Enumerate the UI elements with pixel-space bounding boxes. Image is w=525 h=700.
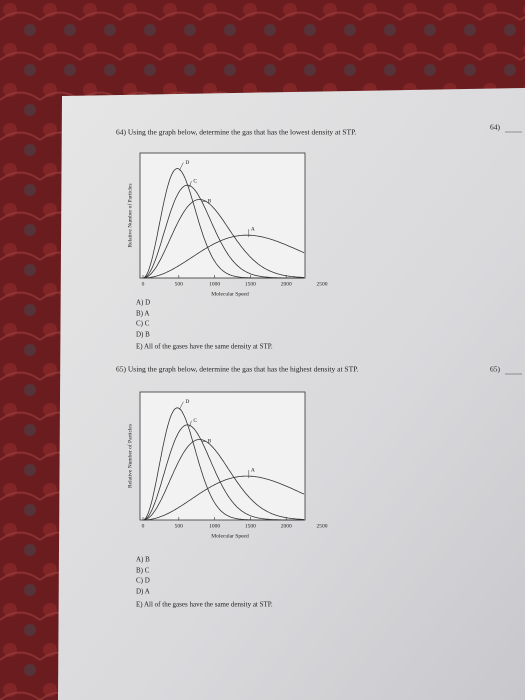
curve-label: D: [185, 399, 189, 405]
graph-frame: [139, 152, 306, 279]
margin-number: 64): [490, 123, 501, 132]
curve-label: A: [251, 226, 255, 232]
x-tick-label: 1500: [245, 281, 256, 287]
answer-choice: B) A: [136, 310, 149, 318]
y-axis-label: Relative Number of Particles: [126, 424, 133, 488]
distribution-curve: [142, 424, 305, 521]
x-tick-label: 2500: [317, 523, 328, 529]
curve-leader: [189, 420, 192, 427]
answer-choice: A) D: [136, 299, 150, 307]
curve-label: B: [208, 439, 212, 445]
curve-leader: [179, 401, 184, 410]
question-prompt: 64) Using the graph below, determine the…: [116, 128, 356, 137]
distribution-curve: [142, 199, 305, 279]
answer-choice: D) B: [136, 331, 150, 339]
x-tick-label: 2000: [281, 523, 292, 529]
x-tick-label: 500: [175, 523, 184, 529]
answer-choice: B) C: [136, 567, 150, 575]
x-axis-label: Molecular Speed: [211, 291, 249, 297]
answer-choice: A) B: [136, 556, 150, 564]
distribution-curve: [142, 184, 305, 279]
curve-label: D: [185, 160, 189, 166]
curve-leader: [179, 162, 184, 171]
curve-label: C: [193, 418, 197, 424]
curve-label: C: [193, 178, 197, 184]
answer-choice: E) All of the gases have the same densit…: [136, 601, 273, 609]
answer-choice: C) D: [136, 577, 150, 585]
curve-label: A: [251, 467, 255, 473]
answer-choice: C) C: [136, 320, 150, 328]
x-axis-label: Molecular Speed: [211, 533, 249, 539]
answer-choice: E) All of the gases have the same densit…: [136, 343, 273, 351]
x-tick-label: 2500: [317, 281, 328, 287]
x-tick-label: 1000: [209, 523, 220, 529]
margin-number: 65): [490, 365, 501, 374]
x-tick-label: 1000: [209, 281, 220, 287]
distribution-curve: [143, 475, 305, 521]
x-tick-label: 0: [142, 523, 145, 529]
x-tick-label: 500: [175, 281, 184, 287]
answer-choice: D) A: [136, 588, 150, 596]
curve-leader: [189, 181, 192, 188]
x-tick-label: 0: [142, 281, 145, 287]
y-axis-label: Relative Number of Particles: [126, 184, 133, 248]
distribution-curve: [142, 439, 305, 521]
x-tick-label: 1500: [245, 523, 256, 529]
graph-frame: [139, 391, 306, 521]
curve-label: B: [208, 199, 212, 205]
question-prompt: 65) Using the graph below, determine the…: [116, 365, 359, 374]
x-tick-label: 2000: [281, 281, 292, 287]
distribution-curve: [143, 234, 305, 279]
